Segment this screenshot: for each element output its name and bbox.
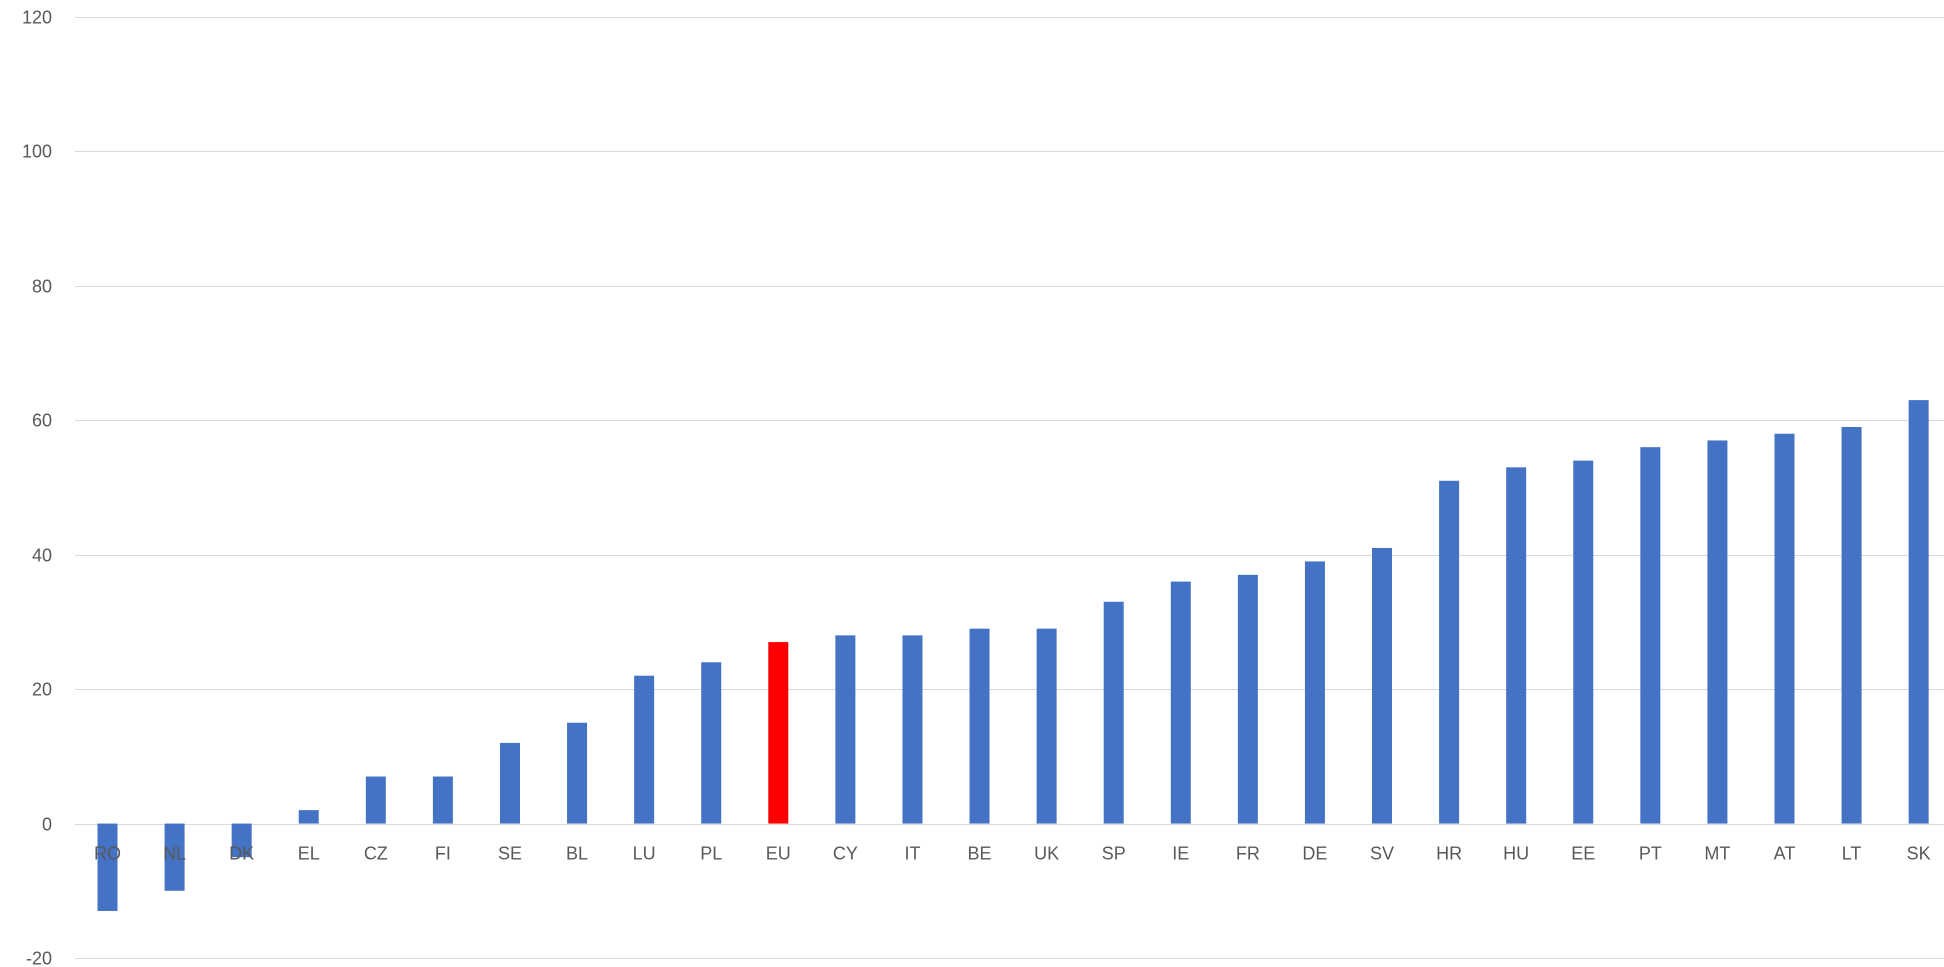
bar-fr: [1237, 574, 1258, 824]
y-tick-label: 60: [32, 411, 52, 431]
x-category-label: DE: [1302, 844, 1327, 864]
y-tick-label: 0: [42, 815, 52, 835]
x-axis-categories: RO NL DK EL CZ FI SE BL LU PL EU CY IT BE UK SP IE FR DE SV…: [94, 844, 1931, 864]
bars: [97, 400, 1929, 911]
bar-lu: [634, 675, 655, 824]
bar-be: [969, 628, 990, 824]
x-category-label: BL: [566, 844, 588, 864]
bar-sp: [1103, 601, 1124, 824]
bar-se: [499, 742, 520, 824]
x-category-label: PT: [1639, 844, 1662, 864]
x-category-label: EL: [298, 844, 320, 864]
x-category-label: BE: [968, 844, 992, 864]
x-category-label: IT: [904, 844, 920, 864]
y-tick-label: 100: [22, 142, 52, 162]
bar-dk: [231, 823, 252, 858]
x-category-label: UK: [1034, 844, 1059, 864]
x-category-label: IE: [1172, 844, 1189, 864]
bar-nl: [164, 823, 185, 891]
bar-at: [1774, 433, 1795, 824]
x-category-label: EE: [1571, 844, 1595, 864]
y-axis-ticks: -20 0 20 40 60 80 100 120: [22, 8, 52, 967]
bar-hr: [1439, 480, 1460, 824]
bar-cz: [365, 776, 386, 824]
bar-mt: [1707, 440, 1728, 824]
bar-el: [298, 810, 319, 824]
x-category-label: PL: [700, 844, 722, 864]
bar-sk: [1908, 400, 1929, 824]
x-category-label: CY: [833, 844, 858, 864]
x-category-label: HU: [1503, 844, 1529, 864]
x-category-label: SV: [1370, 844, 1394, 864]
y-tick-label: -20: [26, 949, 52, 967]
x-category-label: DK: [229, 844, 254, 864]
x-category-label: AT: [1774, 844, 1796, 864]
bar-bl: [567, 722, 588, 824]
x-category-label: SE: [498, 844, 522, 864]
x-category-label: MT: [1704, 844, 1730, 864]
bar-pl: [701, 662, 722, 824]
bar-de: [1304, 561, 1325, 824]
bar-fi: [432, 776, 453, 824]
y-tick-label: 40: [32, 546, 52, 566]
x-category-label: SP: [1102, 844, 1126, 864]
bar-ro: [97, 823, 118, 911]
gridlines: [75, 17, 1944, 959]
bar-lt: [1841, 427, 1862, 824]
y-tick-label: 20: [32, 680, 52, 700]
y-tick-label: 80: [32, 277, 52, 297]
bar-cy: [835, 635, 856, 824]
y-tick-label: 120: [22, 8, 52, 28]
x-category-label: RO: [94, 844, 121, 864]
bar-uk: [1036, 628, 1057, 824]
x-category-label: SK: [1907, 844, 1931, 864]
x-category-label: LT: [1842, 844, 1862, 864]
bar-sv: [1372, 547, 1393, 824]
x-category-label: FR: [1236, 844, 1260, 864]
x-category-label: CZ: [364, 844, 388, 864]
bar-it: [902, 635, 923, 824]
x-category-label: EU: [766, 844, 791, 864]
x-category-label: LU: [633, 844, 656, 864]
x-category-label: NL: [163, 844, 186, 864]
bar-ie: [1170, 581, 1191, 824]
x-category-label: FI: [435, 844, 451, 864]
bar-ee: [1573, 460, 1594, 824]
bar-pt: [1640, 447, 1661, 824]
bar-hu: [1506, 467, 1527, 824]
bar-eu: [768, 642, 789, 824]
x-category-label: HR: [1436, 844, 1462, 864]
